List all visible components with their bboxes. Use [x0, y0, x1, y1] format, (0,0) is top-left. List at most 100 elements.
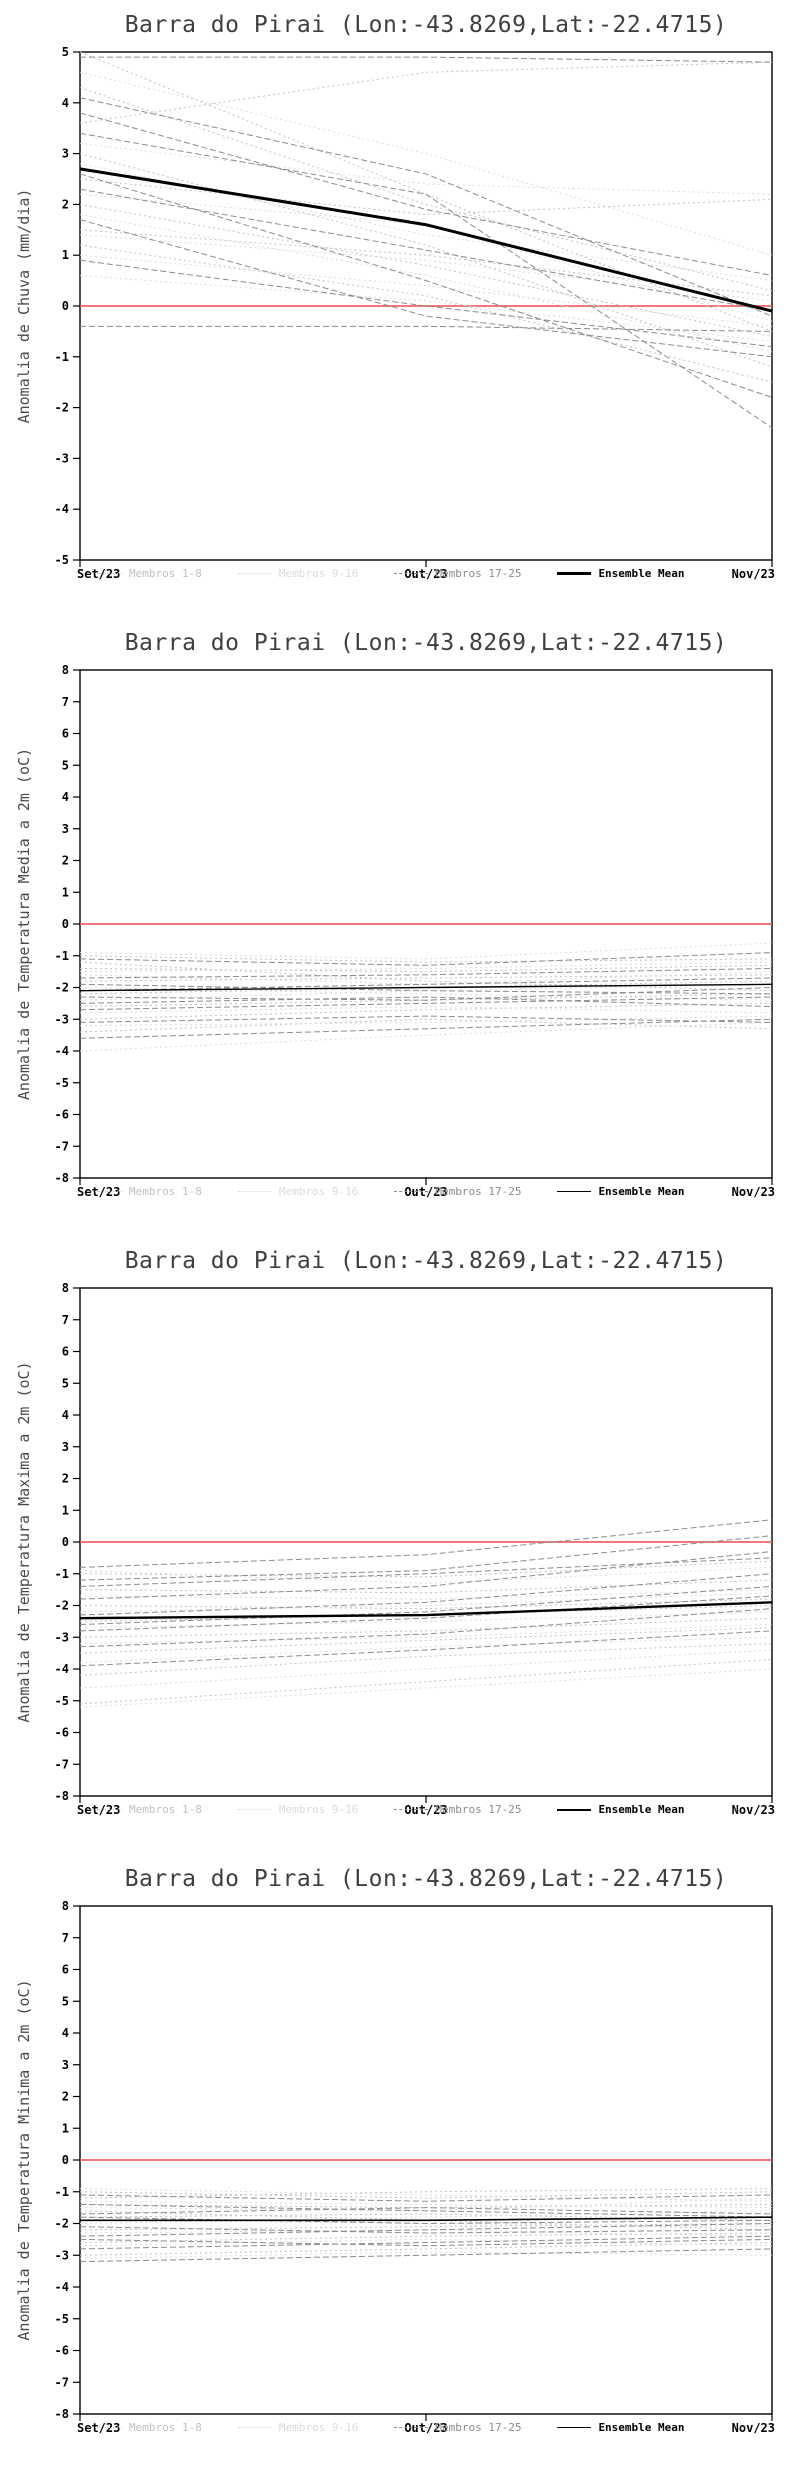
svg-text:-4: -4: [55, 1662, 69, 1676]
svg-text:3: 3: [62, 147, 69, 161]
svg-text:5: 5: [62, 45, 69, 59]
svg-text:3: 3: [62, 822, 69, 836]
svg-text:-3: -3: [55, 2248, 69, 2262]
plot-area: 5 4 3 2 1 0 -1 -2 -3 -4 -5 Set/23 Out/23 Nov/23: [55, 45, 775, 581]
legend-label: Ensemble Mean: [598, 1185, 685, 1198]
svg-text:Nov/23: Nov/23: [732, 1185, 775, 1199]
legend-item: Membros 17-25: [394, 567, 521, 580]
svg-text:7: 7: [62, 1931, 69, 1945]
svg-text:-2: -2: [55, 1599, 69, 1613]
legend-item: Membros 17-25: [394, 1803, 521, 1816]
plot-area: 8 7 6 5 4 3 2 1 0 -1 -2 -3 -4 -5 -6 -7 -8 Set/23 Out/23 Nov…: [55, 663, 775, 1199]
svg-text:4: 4: [62, 1408, 69, 1422]
svg-text:7: 7: [62, 1313, 69, 1327]
svg-text:-5: -5: [55, 1076, 69, 1090]
svg-text:4: 4: [62, 96, 69, 110]
legend-line-sample-members-1-8: [88, 1809, 122, 1810]
svg-text:Out/23: Out/23: [404, 567, 447, 581]
legend-line-sample-members-17-25: [394, 1191, 429, 1192]
svg-text:5: 5: [62, 758, 69, 772]
legend-label: Membros 17-25: [435, 2421, 522, 2434]
svg-text:-7: -7: [55, 1757, 69, 1771]
svg-text:-5: -5: [55, 2312, 69, 2326]
legend-item: Ensemble Mean: [557, 1185, 685, 1198]
legend-item: Ensemble Mean: [557, 567, 685, 580]
svg-text:1: 1: [62, 1503, 69, 1517]
svg-text:-5: -5: [55, 1694, 69, 1708]
svg-text:2: 2: [62, 2090, 69, 2104]
svg-text:1: 1: [62, 2121, 69, 2135]
legend-line-sample-members-9-16: [237, 573, 272, 574]
chart-figure-temp-maxima: Barra do Pirai (Lon:-43.8269,Lat:-22.471…: [0, 1236, 800, 1854]
svg-text:6: 6: [62, 727, 69, 741]
svg-text:0: 0: [62, 1535, 69, 1549]
chart-figure-chuva: Barra do Pirai (Lon:-43.8269,Lat:-22.471…: [0, 0, 800, 618]
svg-text:-1: -1: [55, 949, 69, 963]
legend-label: Membros 9-16: [278, 1185, 359, 1198]
svg-text:-8: -8: [55, 1789, 69, 1803]
legend-line-sample-members-17-25: [394, 1809, 429, 1810]
svg-text:8: 8: [62, 1281, 69, 1295]
svg-text:-6: -6: [55, 2344, 69, 2358]
svg-text:-1: -1: [55, 2185, 69, 2199]
legend-label: Membros 17-25: [435, 1185, 522, 1198]
svg-text:Set/23: Set/23: [77, 2421, 120, 2435]
legend-line-sample-ensemble-mean: [557, 2427, 592, 2428]
chart-title: Barra do Pirai (Lon:-43.8269,Lat:-22.471…: [124, 12, 728, 38]
svg-text:-2: -2: [55, 981, 69, 995]
svg-text:-1: -1: [55, 1567, 69, 1581]
legend-line-sample-members-17-25: [394, 2427, 429, 2428]
svg-text:1: 1: [62, 248, 69, 262]
svg-text:2: 2: [62, 854, 69, 868]
legend-item: Membros 1-8: [88, 1803, 202, 1816]
legend-line-sample-members-17-25: [394, 573, 429, 574]
legend-item: Ensemble Mean: [557, 1803, 685, 1816]
legend-label: Ensemble Mean: [598, 2421, 685, 2434]
legend-line-sample-ensemble-mean: [557, 1808, 592, 1811]
legend-line-sample-members-9-16: [237, 1809, 272, 1810]
legend-line-sample-ensemble-mean: [557, 1191, 592, 1192]
svg-text:0: 0: [62, 2153, 69, 2167]
svg-text:-6: -6: [55, 1726, 69, 1740]
legend-line-sample-members-1-8: [88, 2427, 122, 2428]
svg-text:Nov/23: Nov/23: [732, 567, 775, 581]
legend-item: Membros 17-25: [394, 2421, 521, 2434]
legend-item: Membros 1-8: [88, 2421, 202, 2434]
chart-figure-temp-minima: Barra do Pirai (Lon:-43.8269,Lat:-22.471…: [0, 1854, 800, 2472]
svg-text:Nov/23: Nov/23: [732, 1803, 775, 1817]
svg-text:Out/23: Out/23: [404, 1185, 447, 1199]
svg-text:1: 1: [62, 885, 69, 899]
legend-label: Membros 17-25: [435, 1803, 522, 1816]
svg-text:-8: -8: [55, 1171, 69, 1185]
legend-line-sample-ensemble-mean: [557, 572, 592, 575]
svg-text:2: 2: [62, 197, 69, 211]
legend-item: Membros 9-16: [237, 1185, 359, 1198]
svg-text:-4: -4: [55, 1044, 69, 1058]
svg-text:-3: -3: [55, 1012, 69, 1026]
svg-text:Out/23: Out/23: [404, 1803, 447, 1817]
legend-line-sample-members-1-8: [88, 1191, 122, 1192]
legend-item: Membros 17-25: [394, 1185, 521, 1198]
svg-text:Nov/23: Nov/23: [732, 2421, 775, 2435]
svg-text:4: 4: [62, 2026, 69, 2040]
legend: Membros 1-8 Membros 9-16 Membros 17-25 E…: [88, 2421, 788, 2434]
svg-text:-1: -1: [55, 350, 69, 364]
chart-title: Barra do Pirai (Lon:-43.8269,Lat:-22.471…: [124, 1248, 728, 1274]
svg-text:4: 4: [62, 790, 69, 804]
svg-text:Set/23: Set/23: [77, 1803, 120, 1817]
legend-label: Membros 9-16: [278, 1803, 359, 1816]
svg-text:7: 7: [62, 695, 69, 709]
svg-text:8: 8: [62, 1899, 69, 1913]
chart-figure-temp-media: Barra do Pirai (Lon:-43.8269,Lat:-22.471…: [0, 618, 800, 1236]
legend-label: Membros 1-8: [129, 1185, 202, 1198]
chart-title: Barra do Pirai (Lon:-43.8269,Lat:-22.471…: [124, 630, 728, 656]
svg-text:2: 2: [62, 1472, 69, 1486]
svg-text:-5: -5: [55, 553, 69, 567]
svg-text:-2: -2: [55, 401, 69, 415]
svg-text:0: 0: [62, 917, 69, 931]
svg-text:Out/23: Out/23: [404, 2421, 447, 2435]
svg-text:-4: -4: [55, 502, 69, 516]
svg-text:5: 5: [62, 1376, 69, 1390]
svg-text:Set/23: Set/23: [77, 567, 120, 581]
svg-text:-7: -7: [55, 1139, 69, 1153]
